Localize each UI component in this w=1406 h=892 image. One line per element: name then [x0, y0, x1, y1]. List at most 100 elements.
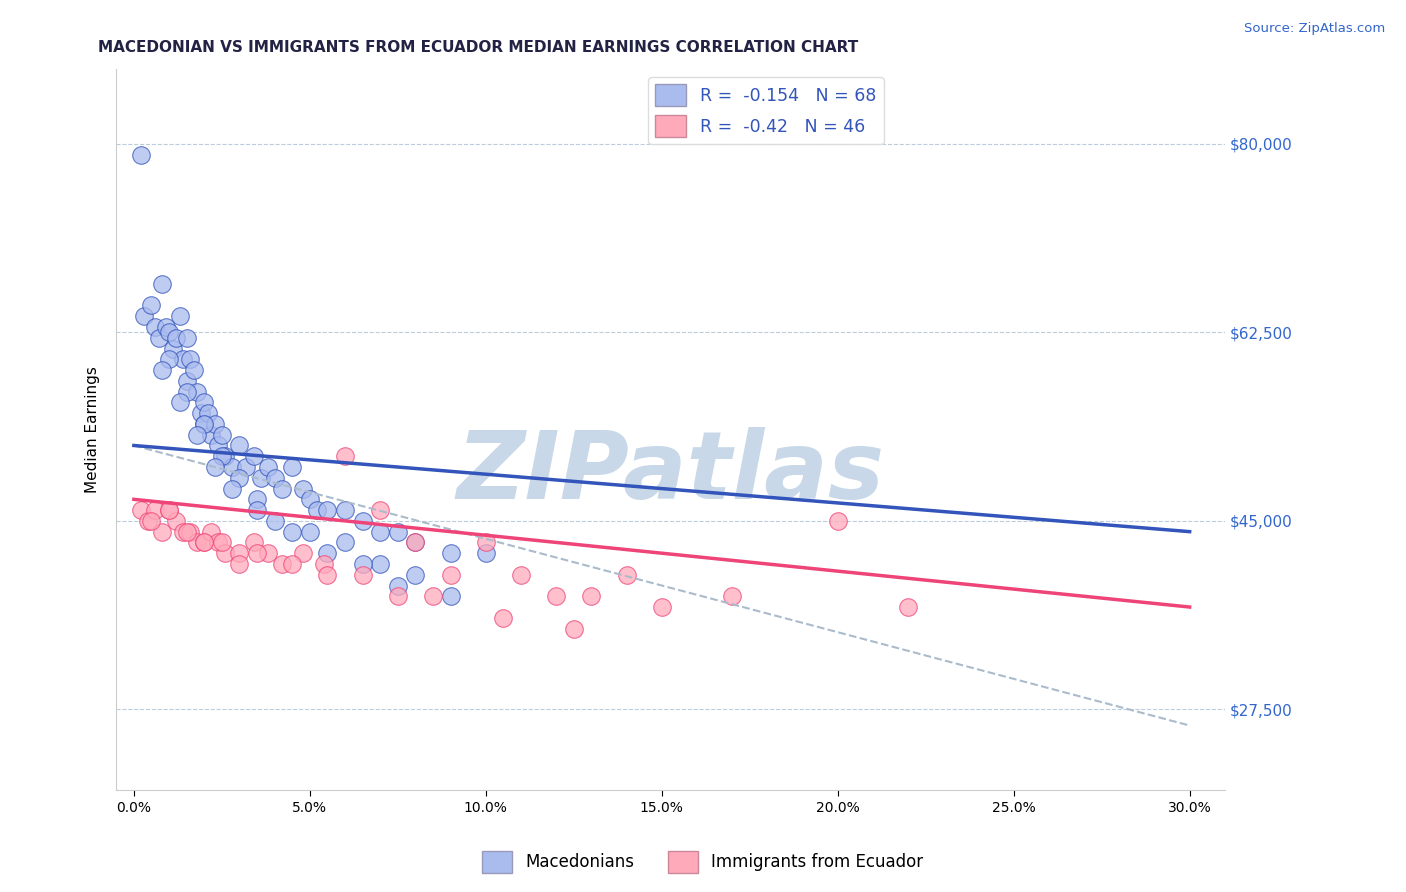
Point: [193, 417, 215, 431]
Point: [193, 417, 215, 431]
Point: [176, 384, 198, 399]
Point: [422, 589, 444, 603]
Point: [211, 427, 233, 442]
Point: [228, 471, 250, 485]
Point: [305, 503, 328, 517]
Legend: Macedonians, Immigrants from Ecuador: Macedonians, Immigrants from Ecuador: [475, 845, 931, 880]
Point: [221, 460, 243, 475]
Point: [186, 384, 208, 399]
Point: [148, 331, 170, 345]
Point: [157, 326, 180, 340]
Point: [186, 427, 208, 442]
Point: [651, 600, 673, 615]
Point: [136, 514, 159, 528]
Point: [256, 460, 278, 475]
Point: [190, 406, 212, 420]
Point: [235, 460, 257, 475]
Point: [263, 471, 285, 485]
Text: ZIPatlas: ZIPatlas: [457, 426, 884, 518]
Point: [214, 449, 236, 463]
Point: [352, 557, 374, 571]
Point: [281, 524, 304, 539]
Point: [172, 352, 194, 367]
Point: [368, 524, 391, 539]
Point: [404, 535, 426, 549]
Point: [333, 503, 356, 517]
Point: [150, 277, 173, 291]
Point: [249, 471, 271, 485]
Point: [176, 374, 198, 388]
Point: [172, 524, 194, 539]
Point: [193, 535, 215, 549]
Point: [176, 524, 198, 539]
Point: [179, 524, 201, 539]
Point: [333, 449, 356, 463]
Point: [333, 535, 356, 549]
Point: [134, 310, 156, 324]
Point: [246, 503, 269, 517]
Point: [143, 503, 166, 517]
Point: [150, 363, 173, 377]
Point: [316, 503, 339, 517]
Point: [316, 546, 339, 560]
Point: [352, 567, 374, 582]
Point: [270, 482, 292, 496]
Point: [169, 395, 191, 409]
Point: [387, 589, 409, 603]
Point: [165, 331, 187, 345]
Point: [242, 449, 264, 463]
Text: MACEDONIAN VS IMMIGRANTS FROM ECUADOR MEDIAN EARNINGS CORRELATION CHART: MACEDONIAN VS IMMIGRANTS FROM ECUADOR ME…: [98, 40, 859, 55]
Point: [510, 567, 533, 582]
Point: [204, 460, 226, 475]
Point: [298, 524, 321, 539]
Legend: R =  -0.154   N = 68, R =  -0.42   N = 46: R = -0.154 N = 68, R = -0.42 N = 46: [648, 78, 883, 145]
Point: [263, 514, 285, 528]
Point: [186, 535, 208, 549]
Point: [246, 492, 269, 507]
Point: [270, 557, 292, 571]
Point: [204, 417, 226, 431]
Point: [581, 589, 603, 603]
Point: [200, 427, 222, 442]
Point: [211, 535, 233, 549]
Point: [157, 503, 180, 517]
Point: [256, 546, 278, 560]
Point: [162, 342, 184, 356]
Point: [439, 589, 461, 603]
Y-axis label: Median Earnings: Median Earnings: [86, 366, 100, 492]
Point: [200, 524, 222, 539]
Point: [562, 622, 585, 636]
Point: [183, 363, 205, 377]
Point: [368, 557, 391, 571]
Point: [475, 535, 498, 549]
Point: [193, 535, 215, 549]
Point: [404, 535, 426, 549]
Point: [207, 535, 229, 549]
Point: [721, 589, 744, 603]
Point: [141, 514, 163, 528]
Point: [439, 546, 461, 560]
Text: Source: ZipAtlas.com: Source: ZipAtlas.com: [1244, 22, 1385, 36]
Point: [165, 514, 187, 528]
Point: [221, 482, 243, 496]
Point: [291, 482, 314, 496]
Point: [897, 600, 920, 615]
Point: [298, 492, 321, 507]
Point: [281, 557, 304, 571]
Point: [439, 567, 461, 582]
Point: [616, 567, 638, 582]
Point: [157, 503, 180, 517]
Point: [228, 438, 250, 452]
Point: [242, 535, 264, 549]
Point: [404, 567, 426, 582]
Point: [207, 438, 229, 452]
Point: [387, 578, 409, 592]
Point: [316, 567, 339, 582]
Point: [492, 611, 515, 625]
Point: [143, 320, 166, 334]
Point: [387, 524, 409, 539]
Point: [246, 546, 269, 560]
Point: [141, 298, 163, 312]
Point: [291, 546, 314, 560]
Point: [827, 514, 849, 528]
